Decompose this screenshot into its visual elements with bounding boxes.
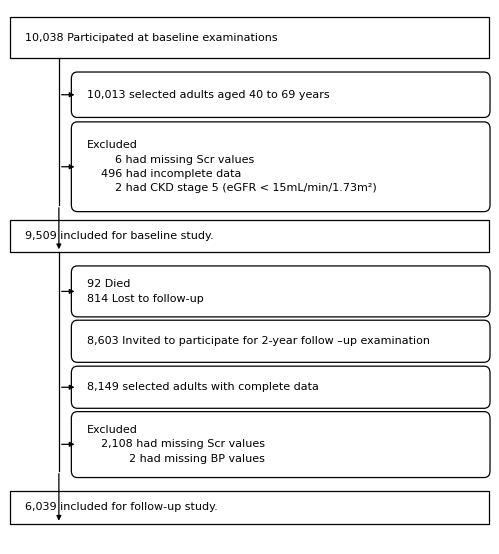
Text: 92 Died
814 Lost to follow-up: 92 Died 814 Lost to follow-up xyxy=(87,279,204,304)
FancyBboxPatch shape xyxy=(71,412,490,478)
Text: Excluded
    2,108 had missing Scr values
            2 had missing BP values: Excluded 2,108 had missing Scr values 2 … xyxy=(87,425,265,464)
FancyBboxPatch shape xyxy=(71,366,490,408)
FancyBboxPatch shape xyxy=(71,122,490,212)
FancyBboxPatch shape xyxy=(71,266,490,317)
FancyBboxPatch shape xyxy=(10,17,489,58)
Text: 10,013 selected adults aged 40 to 69 years: 10,013 selected adults aged 40 to 69 yea… xyxy=(87,90,330,100)
FancyBboxPatch shape xyxy=(10,220,489,252)
Text: 8,603 Invited to participate for 2-year follow –up examination: 8,603 Invited to participate for 2-year … xyxy=(87,336,430,346)
Text: 9,509 included for baseline study.: 9,509 included for baseline study. xyxy=(25,231,214,241)
Text: 8,149 selected adults with complete data: 8,149 selected adults with complete data xyxy=(87,382,319,392)
FancyBboxPatch shape xyxy=(10,491,489,524)
FancyBboxPatch shape xyxy=(71,320,490,362)
Text: 6,039 included for follow-up study.: 6,039 included for follow-up study. xyxy=(25,502,218,512)
FancyBboxPatch shape xyxy=(71,72,490,117)
Text: Excluded
        6 had missing Scr values
    496 had incomplete data
        2 : Excluded 6 had missing Scr values 496 ha… xyxy=(87,140,377,193)
Text: 10,038 Participated at baseline examinations: 10,038 Participated at baseline examinat… xyxy=(25,33,277,43)
